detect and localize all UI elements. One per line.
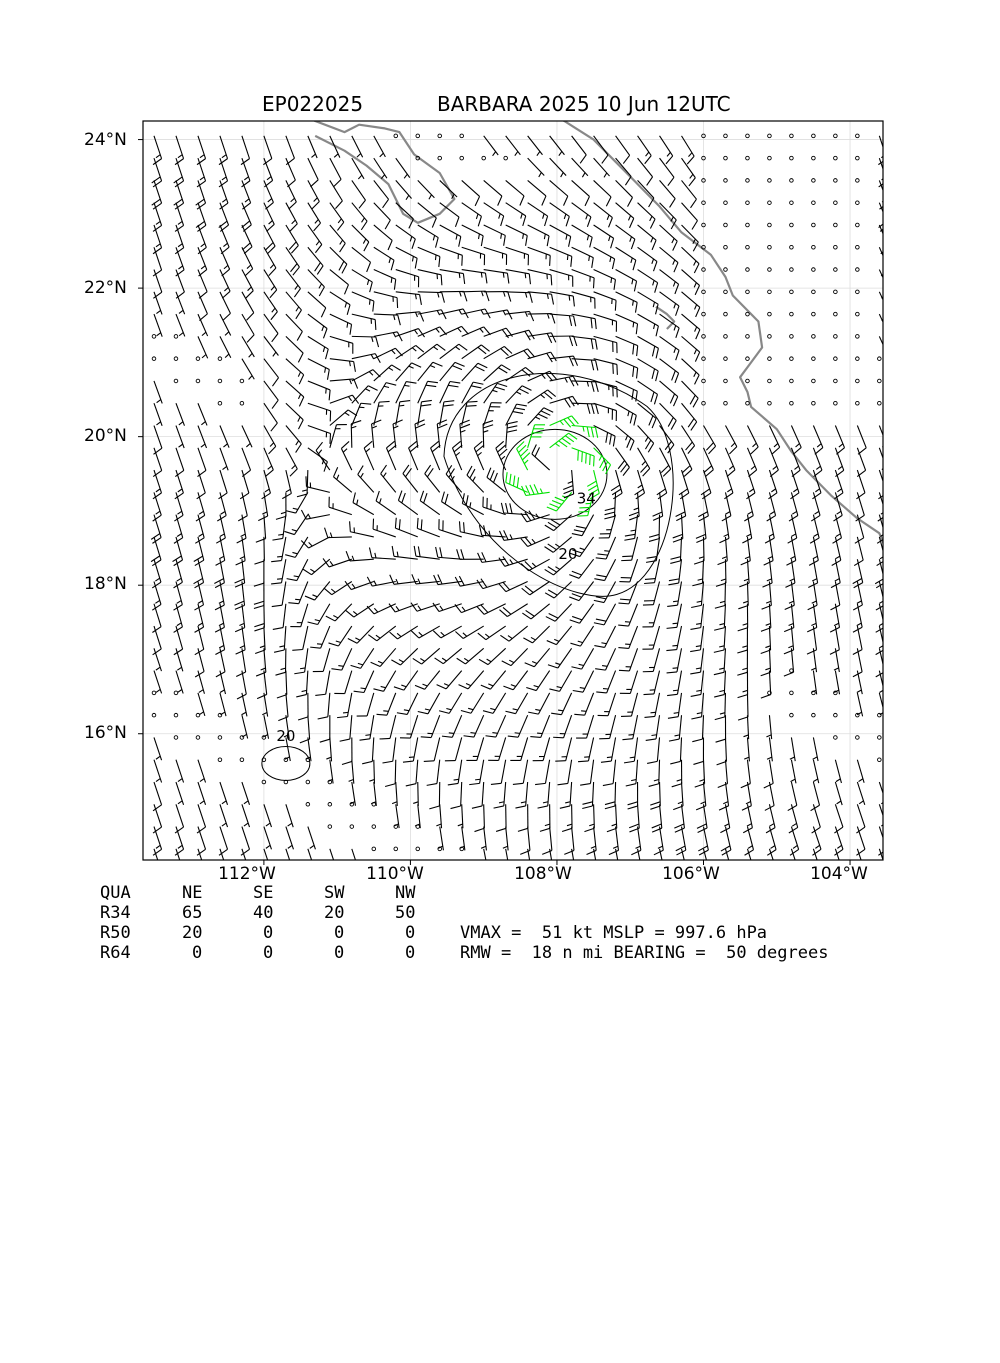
contour-label: 20 — [558, 545, 577, 563]
table-row-r50-nw: 0 — [405, 923, 415, 943]
table-row-r50-sw: 0 — [334, 923, 344, 943]
table-row-r50-ne: 20 — [182, 923, 202, 943]
table-row-r64-ne: 0 — [192, 943, 202, 963]
table-row-r64-se: 0 — [263, 943, 273, 963]
table-row-r34-label: R34 — [100, 903, 131, 923]
rmw-bearing-info: RMW = 18 n mi BEARING = 50 degrees — [460, 943, 828, 963]
map-background — [143, 121, 883, 860]
table-row-r50-se: 0 — [263, 923, 273, 943]
table-header-qua: QUA — [100, 883, 131, 903]
table-row-r34-nw: 50 — [395, 903, 415, 923]
y-tick-label-18n: 18°N — [84, 574, 136, 594]
table-header-nw: NW — [395, 883, 415, 903]
x-tick-label-106w: 106°W — [651, 864, 731, 884]
x-tick-label-112w: 112°W — [207, 864, 287, 884]
table-header-ne: NE — [182, 883, 202, 903]
table-row-r34-ne: 65 — [182, 903, 202, 923]
table-row-r64-label: R64 — [100, 943, 131, 963]
table-header-se: SE — [253, 883, 273, 903]
table-header-sw: SW — [324, 883, 344, 903]
y-tick-label-22n: 22°N — [84, 278, 136, 298]
contour-label: 34 — [577, 489, 596, 507]
table-row-r34-se: 40 — [253, 903, 273, 923]
table-row-r64-sw: 0 — [334, 943, 344, 963]
table-row-r34-sw: 20 — [324, 903, 344, 923]
contour-label: 20 — [276, 727, 295, 745]
x-tick-label-104w: 104°W — [799, 864, 879, 884]
y-tick-label-16n: 16°N — [84, 723, 136, 743]
table-row-r50-label: R50 — [100, 923, 131, 943]
vmax-mslp-info: VMAX = 51 kt MSLP = 997.6 hPa — [460, 923, 767, 943]
wind-barb-map: 34 20 20 — [0, 0, 1000, 1000]
x-tick-label-110w: 110°W — [355, 864, 435, 884]
table-row-r64-nw: 0 — [405, 943, 415, 963]
wind-radii-table: QUA NE SE SW NW R34 65 40 20 50 R50 20 0… — [100, 883, 440, 973]
y-tick-label-20n: 20°N — [84, 426, 136, 446]
x-tick-label-108w: 108°W — [503, 864, 583, 884]
y-tick-label-24n: 24°N — [84, 130, 136, 150]
